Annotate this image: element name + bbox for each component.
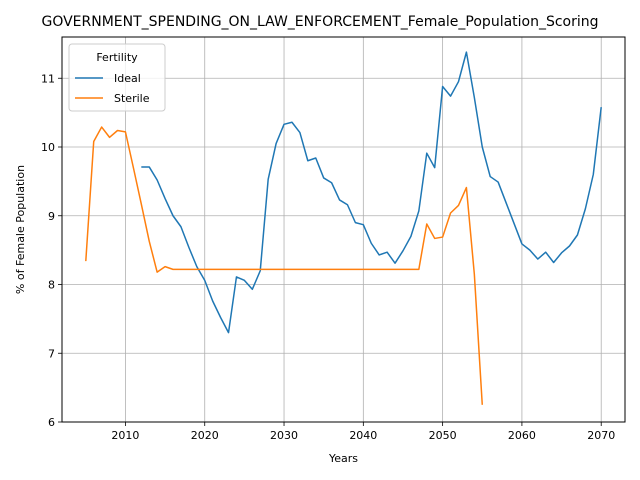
series-line-sterile	[85, 126, 484, 405]
series-line-ideal	[141, 51, 602, 334]
x-tick-label: 2060	[508, 429, 536, 442]
chart-title: GOVERNMENT_SPENDING_ON_LAW_ENFORCEMENT_F…	[41, 14, 598, 30]
plot-frame	[61, 36, 626, 423]
legend: Fertility Ideal Sterile	[68, 43, 166, 112]
legend-label-sterile: Sterile	[114, 92, 150, 105]
y-tick-label: 10	[41, 141, 55, 154]
x-axis-label: Years	[328, 452, 358, 465]
y-tick-label: 9	[48, 210, 55, 223]
legend-box	[68, 43, 166, 112]
axis-ticks: 2010 2020 2030 2040 2050 2060 2070 6 7 8 9 10 11	[41, 72, 615, 442]
legend-title: Fertility	[96, 51, 138, 64]
series-lines	[85, 51, 602, 405]
x-tick-label: 2010	[111, 429, 139, 442]
x-tick-label: 2030	[270, 429, 298, 442]
x-tick-label: 2020	[191, 429, 219, 442]
x-tick-label: 2040	[349, 429, 377, 442]
y-tick-label: 8	[48, 279, 55, 292]
x-tick-label: 2070	[587, 429, 615, 442]
y-tick-label: 6	[48, 416, 55, 429]
x-tick-label: 2050	[429, 429, 457, 442]
y-tick-label: 11	[41, 72, 55, 85]
legend-label-ideal: Ideal	[114, 72, 141, 85]
y-tick-label: 7	[48, 347, 55, 360]
y-axis-label: % of Female Population	[14, 165, 27, 294]
